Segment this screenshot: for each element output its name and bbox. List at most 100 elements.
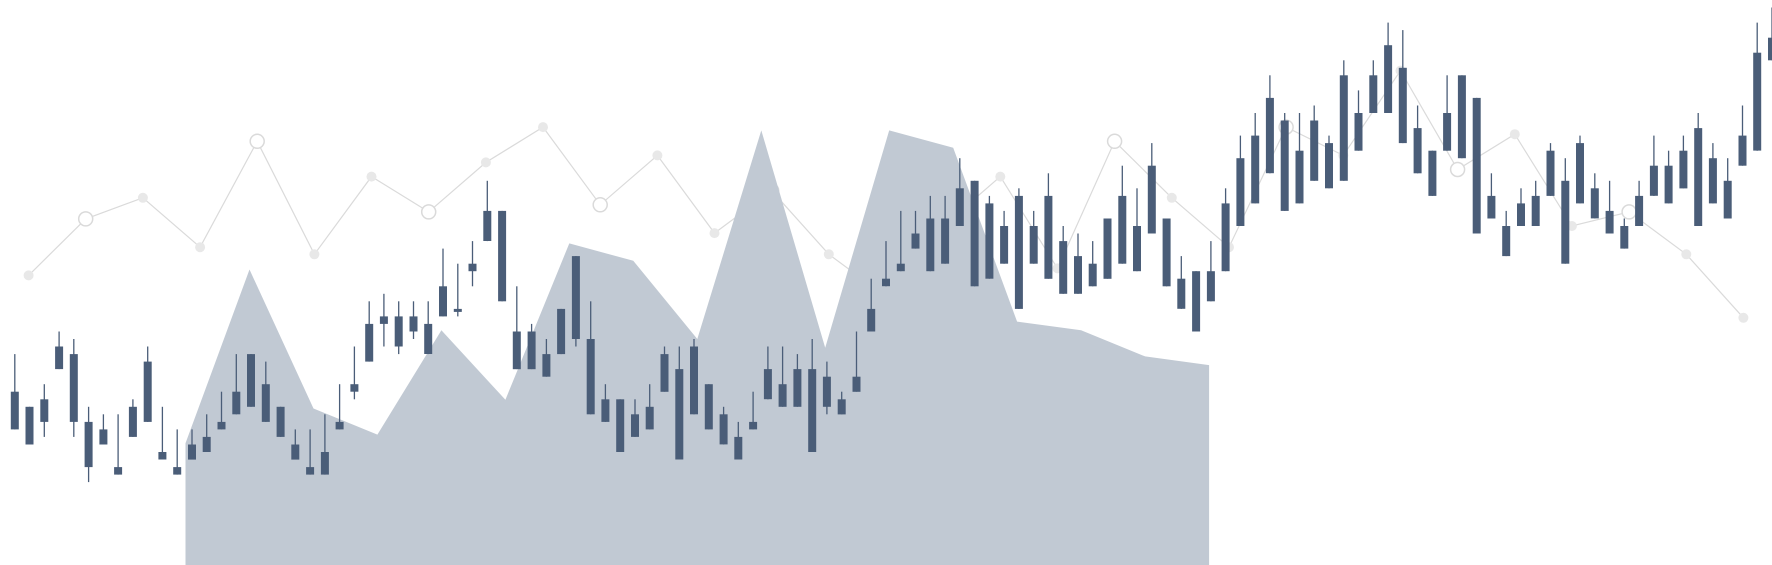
candle-body — [1000, 226, 1009, 264]
candle-body — [1310, 120, 1319, 181]
background-point — [249, 133, 265, 150]
candle-body — [734, 436, 743, 460]
candle — [1487, 173, 1496, 219]
candle — [202, 414, 211, 452]
candle-body — [25, 406, 34, 445]
candle-body — [1133, 226, 1141, 272]
candle-body — [837, 399, 846, 415]
candle-body — [542, 354, 551, 377]
candle-body — [143, 361, 152, 422]
candle-body — [527, 331, 536, 370]
candle — [1443, 75, 1452, 151]
candle-body — [1251, 135, 1260, 204]
candle-body — [690, 346, 698, 415]
candle-body — [586, 339, 595, 415]
candle-body — [483, 210, 492, 241]
candle — [571, 256, 580, 347]
candle-body — [1339, 75, 1348, 181]
background-point — [1449, 161, 1466, 178]
candle-body — [941, 218, 950, 264]
candle — [1014, 188, 1023, 309]
candle-body — [1605, 210, 1614, 234]
candle-body — [1428, 150, 1437, 196]
candle — [616, 399, 625, 452]
candle — [1059, 226, 1068, 294]
candlestick-series — [10, 7, 1772, 483]
candle — [25, 406, 34, 445]
candle — [232, 354, 241, 415]
candle — [1738, 105, 1747, 166]
candle — [498, 210, 507, 302]
candle — [1502, 210, 1511, 257]
candle-body — [882, 278, 890, 287]
candle-body — [1694, 128, 1703, 226]
candle-body — [1517, 203, 1525, 226]
candle-body — [335, 421, 344, 430]
candle — [468, 241, 477, 287]
candle — [1310, 105, 1319, 181]
candle — [1649, 135, 1658, 196]
candle-body — [84, 421, 93, 468]
candle-body — [128, 406, 137, 437]
background-point — [1681, 249, 1692, 260]
candle — [1147, 143, 1156, 234]
candle — [1354, 90, 1363, 151]
background-point — [1166, 192, 1177, 203]
candle — [763, 346, 772, 400]
candle — [1000, 210, 1009, 264]
candle-body — [675, 369, 684, 460]
candle — [1221, 188, 1230, 272]
candle — [409, 301, 418, 339]
candle — [1265, 75, 1274, 174]
candle-body — [69, 354, 78, 422]
candle-body — [1649, 165, 1658, 196]
background-point — [366, 171, 377, 182]
candle — [1118, 165, 1127, 264]
candle-body — [232, 391, 241, 415]
background-point — [709, 228, 720, 239]
candle — [1384, 22, 1393, 114]
candle — [970, 180, 979, 287]
candle — [1088, 241, 1097, 287]
background-point — [823, 249, 834, 260]
candle-body — [394, 316, 403, 347]
candle-body — [365, 323, 374, 362]
candle — [1605, 180, 1614, 234]
candle — [1531, 180, 1540, 226]
candle — [69, 339, 78, 437]
candle-body — [40, 399, 49, 422]
candle — [822, 361, 831, 415]
candle — [985, 195, 994, 279]
candle-body — [1487, 195, 1496, 219]
candle-body — [439, 286, 447, 317]
candle — [1133, 188, 1141, 272]
candle — [424, 301, 433, 355]
candle — [941, 195, 950, 264]
candle — [1694, 113, 1703, 226]
candle-body — [1708, 158, 1717, 204]
candle — [1517, 188, 1525, 226]
candle-body — [1206, 271, 1215, 302]
candle — [217, 391, 226, 430]
candle-body — [202, 436, 211, 452]
candle — [867, 278, 876, 332]
candle — [143, 346, 152, 422]
candle-body — [631, 414, 639, 437]
candle-body — [409, 316, 418, 332]
candle-body — [1295, 150, 1304, 204]
candle-body — [1044, 195, 1053, 279]
candle — [586, 301, 595, 415]
candle — [542, 339, 551, 377]
candle — [1029, 210, 1038, 264]
background-point — [77, 211, 94, 227]
candle — [690, 339, 698, 415]
candle-body — [1398, 67, 1407, 144]
background-point — [995, 171, 1006, 182]
candle-body — [276, 406, 285, 437]
candle-body — [247, 354, 255, 407]
candle-body — [1679, 150, 1688, 189]
candle-body — [1118, 195, 1127, 264]
candle — [453, 263, 462, 317]
candle-body — [1546, 150, 1555, 196]
candle-body — [1576, 143, 1584, 204]
